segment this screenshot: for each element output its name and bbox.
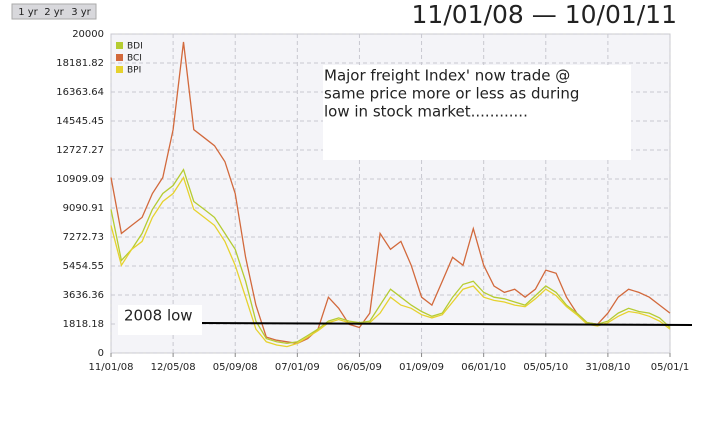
chart-title: 11/01/08 — 10/01/11 — [412, 0, 677, 29]
y-tick-label: 0 — [98, 348, 104, 359]
series-line — [110, 176, 671, 348]
y-tick-label: 12727.27 — [56, 145, 104, 156]
low-line — [201, 322, 693, 326]
legend-label: BCI — [127, 54, 142, 64]
range-button[interactable]: 2 yr — [44, 7, 64, 18]
x-tick-label: 06/01/10 — [461, 362, 506, 373]
y-tick-label: 14545.45 — [56, 116, 104, 127]
lines — [110, 41, 671, 348]
x-tick-label: 31/08/10 — [585, 362, 630, 373]
range-button[interactable]: 1 yr — [18, 7, 38, 18]
x-tick-label: 06/05/09 — [337, 362, 382, 373]
x-tick-label: 01/09/09 — [399, 362, 444, 373]
y-tick-label: 9090.91 — [63, 203, 104, 214]
low-label: 2008 low — [124, 307, 193, 325]
legend-swatch — [116, 54, 123, 61]
x-tick-label: 05/09/08 — [213, 362, 258, 373]
annotation: Major freight Index' now trade @ — [324, 67, 570, 85]
y-tick-label: 20000 — [72, 29, 104, 40]
y-tick-label: 3636.36 — [63, 290, 104, 301]
x-tick-label: 07/01/09 — [275, 362, 320, 373]
legend-swatch — [116, 66, 123, 73]
x-tick-label: 05/01/1 — [651, 362, 690, 373]
annotation-box — [323, 65, 631, 160]
annotation: same price more or less as during — [324, 85, 579, 103]
legend: BDI BCI BPI — [116, 42, 143, 76]
y-tick-label: 7272.73 — [63, 232, 104, 243]
y-tick-label: 5454.55 — [63, 261, 104, 272]
y-tick-label: 1818.18 — [63, 319, 104, 330]
x-tick-label: 12/05/08 — [151, 362, 196, 373]
series-line — [110, 168, 671, 345]
y-tick-label: 16363.64 — [56, 87, 104, 98]
x-tick-label: 05/05/10 — [523, 362, 568, 373]
legend-label: BPI — [127, 66, 141, 76]
legend-label: BDI — [127, 42, 143, 52]
range-bar — [11, 3, 97, 20]
y-tick-label: 18181.82 — [56, 58, 104, 69]
annotation: low in stock market............ — [324, 103, 528, 121]
range-button[interactable]: 3 yr — [71, 7, 91, 18]
x-tick-label: 11/01/08 — [89, 362, 134, 373]
low-label-box — [118, 305, 202, 335]
legend-swatch — [116, 42, 123, 49]
y-tick-label: 10909.09 — [56, 174, 104, 185]
